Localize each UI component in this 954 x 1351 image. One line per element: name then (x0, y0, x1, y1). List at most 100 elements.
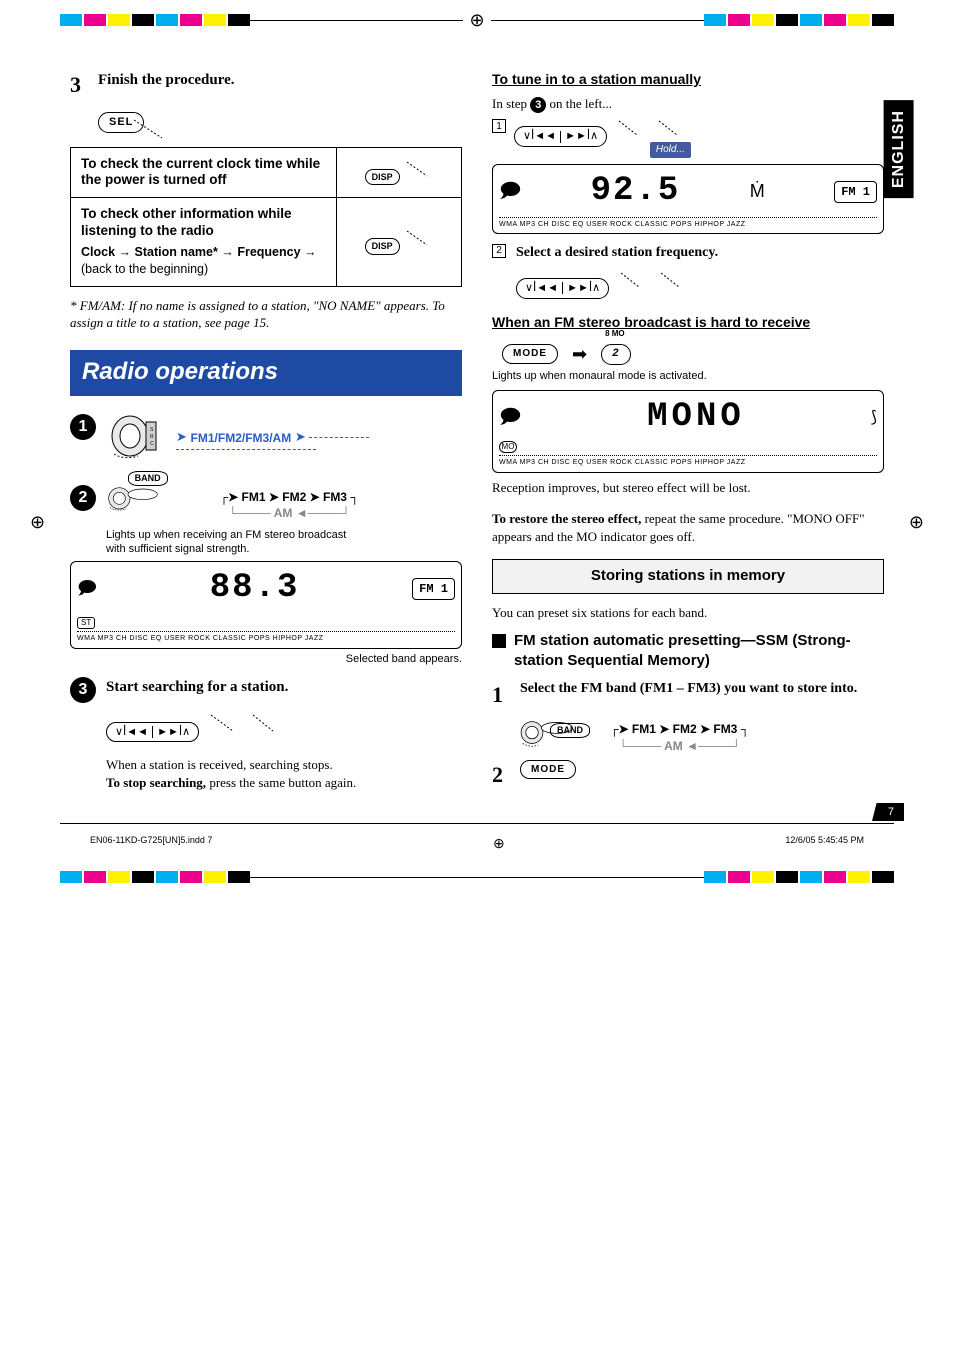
band-knob-icon[interactable] (106, 485, 166, 512)
band-label: BAND (128, 471, 168, 485)
antenna-icon: ⟆ (871, 407, 877, 429)
color-swatch (848, 871, 870, 883)
received-para: When a station is received, searching st… (106, 756, 462, 774)
down-prev-icon: ∨ꟾ◄◄ (523, 129, 556, 144)
mode-button-2[interactable]: MODE (520, 760, 576, 780)
display-panel-2: 🗩 92.5 Ṁ FM 1 WMA MP3 CH DISC EQ USER RO… (492, 164, 884, 234)
fm1: FM1 (242, 490, 266, 504)
tune-step2-text: Select a desired station frequency. (516, 244, 718, 263)
track-button-graphic-2: ∨ꟾ◄◄►►ꟾ∧ (516, 271, 884, 299)
tune-heading: To tune in to a station manually (492, 70, 884, 89)
row2-freq: Frequency (237, 245, 300, 259)
am: AM (664, 739, 683, 753)
color-swatch (156, 14, 178, 26)
register-mark-icon: ⊕ (469, 8, 484, 32)
next-up-icon: ►►ꟾ∧ (565, 129, 598, 144)
pointer-icon (132, 118, 172, 142)
circle-2: 2 (70, 485, 96, 511)
color-swatch (204, 871, 226, 883)
box-2: 2 (492, 244, 506, 258)
radio-operations-banner: Radio operations (70, 350, 462, 396)
step-3b-text: Start searching for a station. (106, 677, 288, 697)
color-swatch (132, 14, 154, 26)
fm2: FM2 (282, 490, 306, 504)
mo-indicator: MO (499, 441, 517, 454)
color-swatch (800, 14, 822, 26)
color-swatch (132, 871, 154, 883)
pointer-icon (403, 160, 433, 180)
mo-number[interactable]: 2 (601, 344, 631, 365)
register-mark-icon: ⊕ (30, 510, 45, 534)
tune-lead-b: on the left... (546, 96, 612, 111)
hard-heading: When an FM stereo broadcast is hard to r… (492, 313, 810, 332)
fm2: FM2 (673, 722, 697, 736)
color-swatch (728, 14, 750, 26)
freq-readout: 88.3 (210, 566, 300, 612)
color-swatch (704, 871, 726, 883)
color-swatch (776, 871, 798, 883)
stop-rest: press the same button again. (206, 775, 356, 790)
source-chain: FM1/FM2/FM3/AM (191, 430, 292, 446)
mode-row: MODE ➡ 8 MO 2 (502, 342, 884, 366)
pointer-icon (403, 229, 433, 249)
band-readout: FM 1 (412, 578, 455, 600)
fm1: FM1 (632, 722, 656, 736)
band-label-2: BAND (550, 723, 590, 737)
next-up-icon: ►►ꟾ∧ (157, 725, 190, 740)
am-chain: └──── AM ◄────┘ (220, 505, 359, 521)
mode-m-icon: Ṁ (750, 179, 765, 203)
ssm-step2-num: 2 (492, 760, 510, 790)
color-swatch (204, 14, 226, 26)
ssm-band-row: BAND ┌➤ FM1 ➤ FM2 ➤ FM3 ┐ └──── AM ◄────… (518, 717, 884, 753)
color-swatch (800, 871, 822, 883)
pointer-icon (613, 271, 693, 291)
color-swatch (728, 871, 750, 883)
color-swatch (776, 14, 798, 26)
ssm-text: FM station automatic presetting—SSM (Str… (514, 631, 884, 672)
disp-button-2[interactable]: DISP (365, 238, 400, 254)
mo-top: 8 MO (605, 329, 625, 340)
prev-next-button[interactable]: ∨ꟾ◄◄ ►►ꟾ∧ (106, 722, 199, 743)
left-column: 3 Finish the procedure. SEL To check the… (70, 70, 462, 797)
speaker-icon: 🗩 (499, 404, 521, 431)
freq-readout: 92.5 (591, 169, 681, 215)
icon-strip: WMA MP3 CH DISC EQ USER ROCK CLASSIC POP… (499, 455, 877, 467)
color-swatch (84, 871, 106, 883)
color-swatch (108, 871, 130, 883)
power-knob-icon[interactable]: SRC (106, 414, 166, 460)
tune-step-1: 1 ∨ꟾ◄◄►►ꟾ∧ Hold... (492, 119, 884, 157)
footnote: * FM/AM: If no name is assigned to a sta… (70, 297, 462, 332)
step-3-text: Finish the procedure. (98, 70, 235, 90)
page-number: 7 (872, 803, 904, 822)
display-panel-mono: 🗩 MONO ⟆ MO WMA MP3 CH DISC EQ USER ROCK… (492, 390, 884, 473)
info-table: To check the current clock time while th… (70, 147, 462, 287)
stereo-caption: Lights up when receiving an FM stereo br… (106, 529, 366, 557)
register-mark-icon: ⊕ (909, 510, 924, 534)
op-step-1: 1 SRC ➤ FM1/FM2/FM3/AM ➤ (70, 414, 462, 465)
disp-button-1[interactable]: DISP (365, 169, 400, 185)
color-swatch (824, 14, 846, 26)
prev-next-button[interactable]: ∨ꟾ◄◄ ►►ꟾ∧ (514, 126, 607, 147)
ssm-step1-text: Select the FM band (FM1 – FM3) you want … (520, 680, 857, 699)
register-mark-icon: ⊕ (493, 834, 505, 853)
pointer-icon (611, 119, 691, 139)
footer-right: 12/6/05 5:45:45 PM (785, 834, 864, 853)
op-step-3: 3 Start searching for a station. (70, 677, 462, 703)
preset-para: You can preset six stations for each ban… (492, 604, 884, 622)
circle-1: 1 (70, 414, 96, 440)
mode-button[interactable]: MODE (502, 344, 558, 364)
svg-text:C: C (150, 441, 154, 447)
prev-next-button[interactable]: ∨ꟾ◄◄►►ꟾ∧ (516, 278, 609, 299)
color-swatch (108, 14, 130, 26)
color-swatch (84, 14, 106, 26)
track-button-graphic: ∨ꟾ◄◄ ►►ꟾ∧ (106, 711, 462, 743)
step-3: 3 Finish the procedure. (70, 70, 462, 100)
mono-caption: Lights up when monaural mode is activate… (492, 370, 884, 384)
down-prev-icon: ∨ꟾ◄◄ (525, 281, 558, 296)
fm-chain-2: ┌➤ FM1 ➤ FM2 ➤ FM3 ┐ (610, 721, 749, 737)
circle-3: 3 (70, 677, 96, 703)
footer: EN06-11KD-G725[UN]5.indd 7 ⊕ 12/6/05 5:4… (0, 830, 954, 857)
ssm-step-2: 2 MODE (492, 760, 884, 790)
row2-clock: Clock (81, 245, 115, 259)
color-swatch (848, 14, 870, 26)
